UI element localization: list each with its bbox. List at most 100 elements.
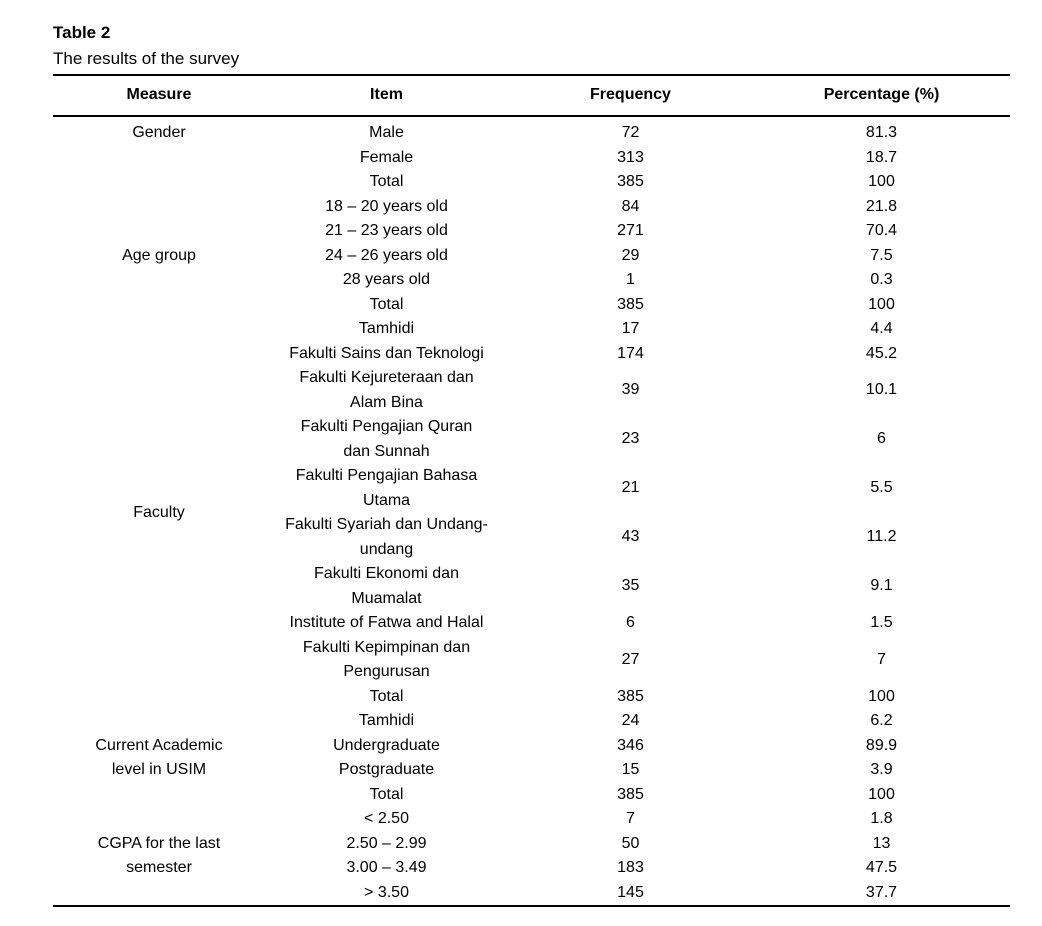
survey-results-table: Measure Item Frequency Percentage (%) Ge… [53, 74, 1010, 907]
frequency-cell: 27 [621, 650, 640, 668]
item-cell: Fakulti Ekonomi dan Muamalat [314, 565, 459, 607]
frequency-cell: 7 [626, 810, 635, 827]
measure-cell-gender: Gender [132, 124, 186, 141]
frequency-cell: 15 [621, 761, 640, 778]
percentage-cell: 100 [868, 785, 895, 803]
table-label: Table 2 [53, 23, 111, 42]
table-row: Age group 18 – 20 years old 84 21.8 [53, 195, 1010, 264]
table-row: Total 385 100 [53, 685, 1010, 710]
measure-cell-academic-level: Current Academic level in USIM [95, 736, 223, 779]
column-header-measure: Measure [126, 86, 192, 103]
percentage-cell: 18.7 [865, 148, 898, 166]
table-row: Fakulti Sains dan Teknologi 174 45.2 [53, 342, 1010, 367]
percentage-cell: 6 [877, 430, 886, 448]
percentage-cell: 21.8 [865, 197, 898, 215]
frequency-cell: 84 [621, 197, 640, 215]
frequency-cell: 346 [617, 736, 644, 754]
item-cell: Fakulti Kepimpinan dan Pengurusan [302, 638, 471, 681]
frequency-cell: 21 [621, 479, 640, 497]
header-row: Measure Item Frequency Percentage (%) [53, 75, 1010, 116]
item-cell: Fakulti Kejureteraan dan Alam Bina [299, 369, 474, 411]
percentage-cell: 100 [868, 295, 895, 313]
frequency-cell: 271 [617, 222, 644, 239]
table-body: Gender Male 72 81.3 Female 313 18.7 Tota… [53, 116, 1010, 906]
percentage-cell: 37.7 [865, 883, 898, 901]
frequency-cell: 50 [621, 834, 640, 852]
frequency-cell: 29 [621, 246, 640, 264]
frequency-cell: 6 [626, 614, 635, 631]
item-cell: Total [369, 295, 404, 313]
frequency-cell: 35 [621, 577, 640, 595]
table-header: Measure Item Frequency Percentage (%) [53, 75, 1010, 116]
table-row: Undergraduate 346 89.9 [53, 734, 1010, 759]
item-cell: Undergraduate [333, 736, 440, 754]
percentage-cell: 81.3 [865, 124, 898, 141]
table-row: Institute of Fatwa and Halal 6 1.5 [53, 611, 1010, 636]
table-row: 21 – 23 years old 271 70.4 [53, 219, 1010, 244]
percentage-cell: 13 [872, 834, 891, 852]
percentage-cell: 100 [868, 173, 895, 190]
percentage-cell: 11.2 [866, 528, 897, 546]
percentage-cell: 10.1 [865, 381, 898, 399]
percentage-cell: 7.5 [870, 246, 893, 264]
measure-cell-age-group: Age group [122, 246, 196, 264]
percentage-cell: 1.8 [870, 810, 893, 827]
item-cell: 28 years old [342, 271, 431, 288]
item-cell: < 2.50 [364, 810, 409, 827]
frequency-cell: 183 [617, 859, 644, 876]
percentage-cell: 100 [868, 687, 895, 705]
percentage-cell: 9.1 [870, 577, 893, 595]
item-cell: Total [369, 173, 404, 190]
item-cell: 18 – 20 years old [325, 197, 448, 215]
frequency-cell: 385 [617, 687, 644, 705]
percentage-cell: 5.5 [870, 479, 893, 497]
column-header-item: Item [370, 86, 403, 103]
item-cell: Male [369, 124, 404, 141]
percentage-cell: 45.2 [865, 344, 898, 362]
frequency-cell: 385 [617, 785, 644, 803]
item-cell: 3.00 – 3.49 [346, 859, 427, 876]
table-row: 3.00 – 3.49 183 47.5 [53, 856, 1010, 881]
table-caption: The results of the survey [53, 49, 240, 68]
item-cell: Female [359, 148, 414, 166]
item-cell: 24 – 26 years old [325, 246, 448, 264]
measure-cell-faculty: Faculty [133, 503, 185, 521]
item-cell: Tamhidi [358, 320, 415, 337]
table-row: 2.50 – 2.99 50 13 [53, 832, 1010, 857]
table-row: Faculty Tamhidi 17 4.4 [53, 317, 1010, 521]
table-row: Fakulti Kejureteraan dan Alam Bina 39 10… [53, 366, 1010, 415]
percentage-cell: 89.9 [865, 736, 898, 754]
frequency-cell: 43 [621, 528, 640, 546]
table-row: Postgraduate 15 3.9 [53, 758, 1010, 783]
table-row: > 3.50 145 37.7 [53, 881, 1010, 907]
frequency-cell: 174 [617, 344, 644, 362]
item-cell: 21 – 23 years old [325, 222, 448, 239]
item-cell: Tamhidi [358, 712, 415, 729]
measure-cell-cgpa: CGPA for the last semester [97, 834, 221, 877]
table-row: Total 385 100 [53, 170, 1010, 195]
item-cell: Institute of Fatwa and Halal [289, 614, 484, 631]
item-cell: Fakulti Sains dan Teknologi [289, 344, 484, 362]
item-cell: Postgraduate [338, 761, 435, 778]
frequency-cell: 24 [621, 712, 640, 729]
frequency-cell: 23 [621, 430, 640, 448]
table-row: Gender Male 72 81.3 [53, 116, 1010, 146]
item-cell: > 3.50 [364, 883, 409, 901]
item-cell: Total [369, 785, 404, 803]
table-row: 28 years old 1 0.3 [53, 268, 1010, 293]
table-row: Total 385 100 [53, 293, 1010, 318]
table-row: CGPA for the last semester < 2.50 7 1.8 [53, 807, 1010, 876]
percentage-cell: 0.3 [870, 271, 893, 288]
item-cell: Fakulti Pengajian Bahasa Utama [295, 467, 478, 509]
frequency-cell: 1 [626, 271, 635, 288]
table-row: Fakulti Syariah dan Undang- undang 43 11… [53, 513, 1010, 562]
frequency-cell: 39 [621, 381, 640, 399]
column-header-percentage: Percentage (%) [823, 86, 940, 103]
frequency-cell: 17 [621, 320, 640, 337]
frequency-cell: 72 [621, 124, 640, 141]
percentage-cell: 70.4 [865, 222, 898, 239]
table-row: Current Academic level in USIM Tamhidi 2… [53, 709, 1010, 778]
item-cell: Total [369, 687, 404, 705]
frequency-cell: 385 [617, 295, 644, 313]
